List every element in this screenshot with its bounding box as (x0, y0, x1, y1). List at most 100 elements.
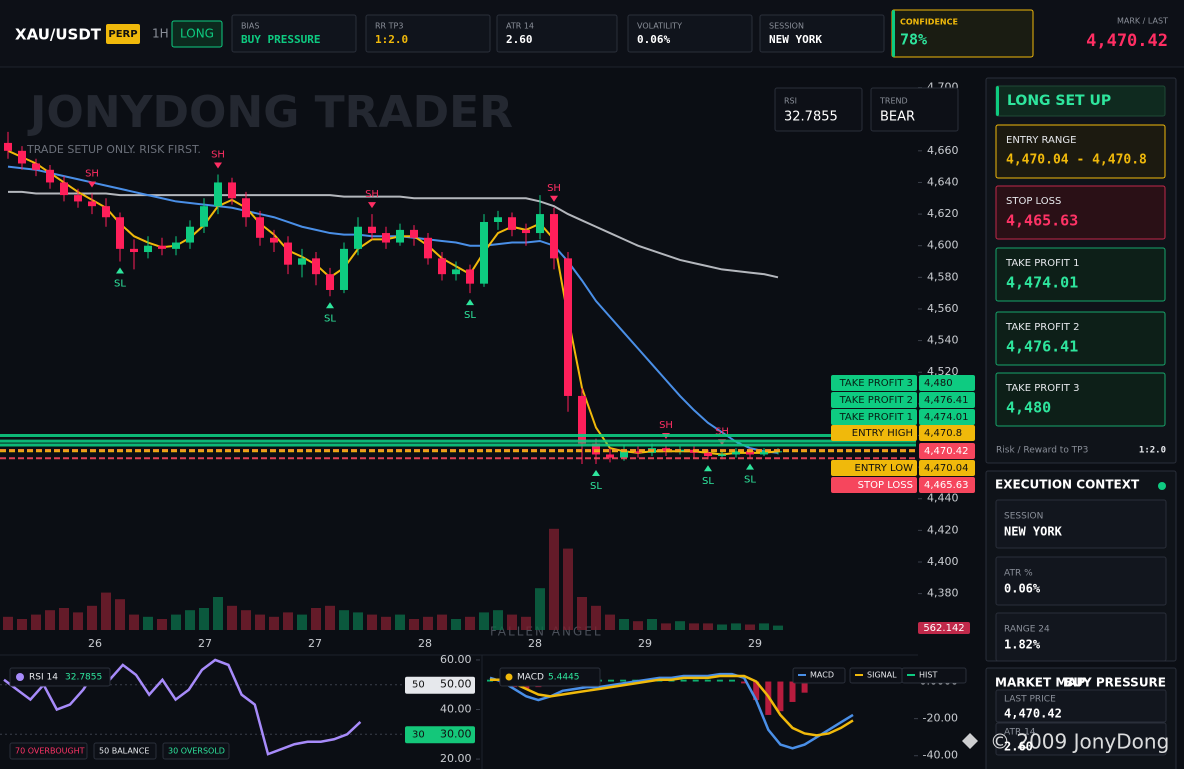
y-tick-label: 60.00 (440, 653, 472, 666)
market-card (995, 722, 1167, 756)
x-tick-label: 28 (528, 637, 542, 650)
y-tick-label: 20.00 (440, 752, 472, 765)
setup-value: 4,465.63 (1006, 212, 1078, 230)
context-card (995, 556, 1167, 606)
volume-bar (241, 610, 251, 630)
context-card (995, 499, 1167, 549)
level-value-box (919, 477, 975, 493)
level-value-box (919, 392, 975, 408)
info-value: BEAR (880, 110, 915, 125)
volume-bar (689, 623, 699, 630)
mark-value: 4,470.42 (1086, 31, 1168, 51)
volume-bar (521, 616, 531, 630)
level-label: TAKE PROFIT 2 (839, 395, 913, 406)
swing-arrow (466, 299, 474, 306)
volume-bar (717, 624, 727, 630)
confidence-value: 78% (900, 31, 927, 49)
legend-label: SIGNAL (867, 671, 897, 680)
volume-bar (773, 625, 783, 630)
swing-label: SL (464, 310, 476, 321)
confidence-label: CONFIDENCE (900, 18, 958, 27)
candle-body (284, 242, 292, 265)
level-value: 4,465.63 (924, 480, 969, 491)
candle-body (312, 258, 320, 275)
candle-body (74, 195, 82, 202)
volume-bar (101, 592, 111, 630)
level-label-box (831, 477, 917, 493)
x-tick-label: 27 (198, 637, 212, 650)
candle-body (144, 245, 152, 253)
volume-bar (157, 619, 167, 630)
volume-bar (339, 610, 349, 630)
stat-card (759, 14, 885, 53)
candle-body (172, 242, 180, 249)
candle-body (4, 142, 12, 151)
volume-bar (3, 616, 13, 630)
context-value: 0.06% (1004, 582, 1041, 596)
watermark-title: JONYDONG TRADER (27, 87, 513, 138)
rsi-note-box (93, 742, 157, 760)
level-value-box (919, 460, 975, 476)
volume-bar (423, 616, 433, 630)
level-label-box (831, 375, 917, 391)
macd-line (490, 674, 854, 737)
side-box (171, 20, 223, 48)
volume-bar (297, 614, 307, 630)
histogram-bar (680, 679, 687, 682)
volume-bar (535, 588, 545, 630)
stat-label: RR TP3 (375, 22, 403, 31)
volume-bar (451, 619, 461, 630)
mark-label: MARK / LAST (1117, 17, 1168, 26)
candle-body (438, 258, 446, 275)
volume-bar (437, 614, 447, 630)
stat-value: NEW YORK (769, 33, 822, 46)
volume-bar (409, 619, 419, 630)
y-tick-label: 4,620 (927, 207, 959, 220)
histogram-bar (801, 681, 808, 693)
candle-body (32, 163, 40, 170)
rsi-level-text: 30 (412, 729, 425, 740)
volume-bar (143, 616, 153, 630)
volume-bar (647, 619, 657, 630)
volume-bar (479, 612, 489, 630)
swing-arrow (746, 463, 754, 470)
swing-arrow (368, 202, 376, 209)
volume-label: 562.142 (923, 623, 964, 634)
level-value: 4,470.8 (924, 428, 962, 439)
stat-value: 1:2.0 (375, 33, 408, 46)
macd-value: 5.4445 (548, 673, 580, 683)
volume-bar (759, 623, 769, 630)
market-label: LAST PRICE (1004, 695, 1056, 705)
volume-bar (115, 599, 125, 630)
rsi-level-box (405, 676, 475, 694)
candle-body (466, 269, 474, 284)
level-label: TAKE PROFIT 1 (839, 412, 913, 423)
market-map-title: MARKET MAP (995, 676, 1086, 690)
rr-label: Risk / Reward to TP3 (996, 446, 1088, 456)
swing-label: SL (702, 476, 714, 487)
volume-bar (87, 605, 97, 630)
volume-bar (269, 616, 279, 630)
rr-value: 1:2.0 (1139, 446, 1166, 456)
candle-body (760, 451, 768, 455)
x-tick-label: 29 (638, 637, 652, 650)
rsi-note: 30 OVERSOLD (168, 747, 225, 756)
histogram-bar (741, 681, 748, 684)
stat-value: 2.60 (506, 33, 533, 46)
side: LONG (180, 27, 214, 41)
volume-bar (661, 623, 671, 630)
candle-body (452, 269, 460, 275)
volume-bar (59, 608, 69, 630)
macd-legend-box (792, 667, 846, 684)
y-tick-label: 4,520 (927, 365, 959, 378)
y-tick-label: -20.00 (923, 712, 958, 725)
candle-body (704, 452, 712, 457)
candle-body (88, 201, 96, 207)
volume-bar (353, 612, 363, 630)
rsi-legend (9, 667, 111, 687)
context-label: ATR % (1004, 569, 1033, 579)
histogram-bar (704, 679, 711, 682)
volume-bar (675, 621, 685, 630)
candle-body (340, 248, 348, 290)
volume-bar (703, 623, 713, 630)
